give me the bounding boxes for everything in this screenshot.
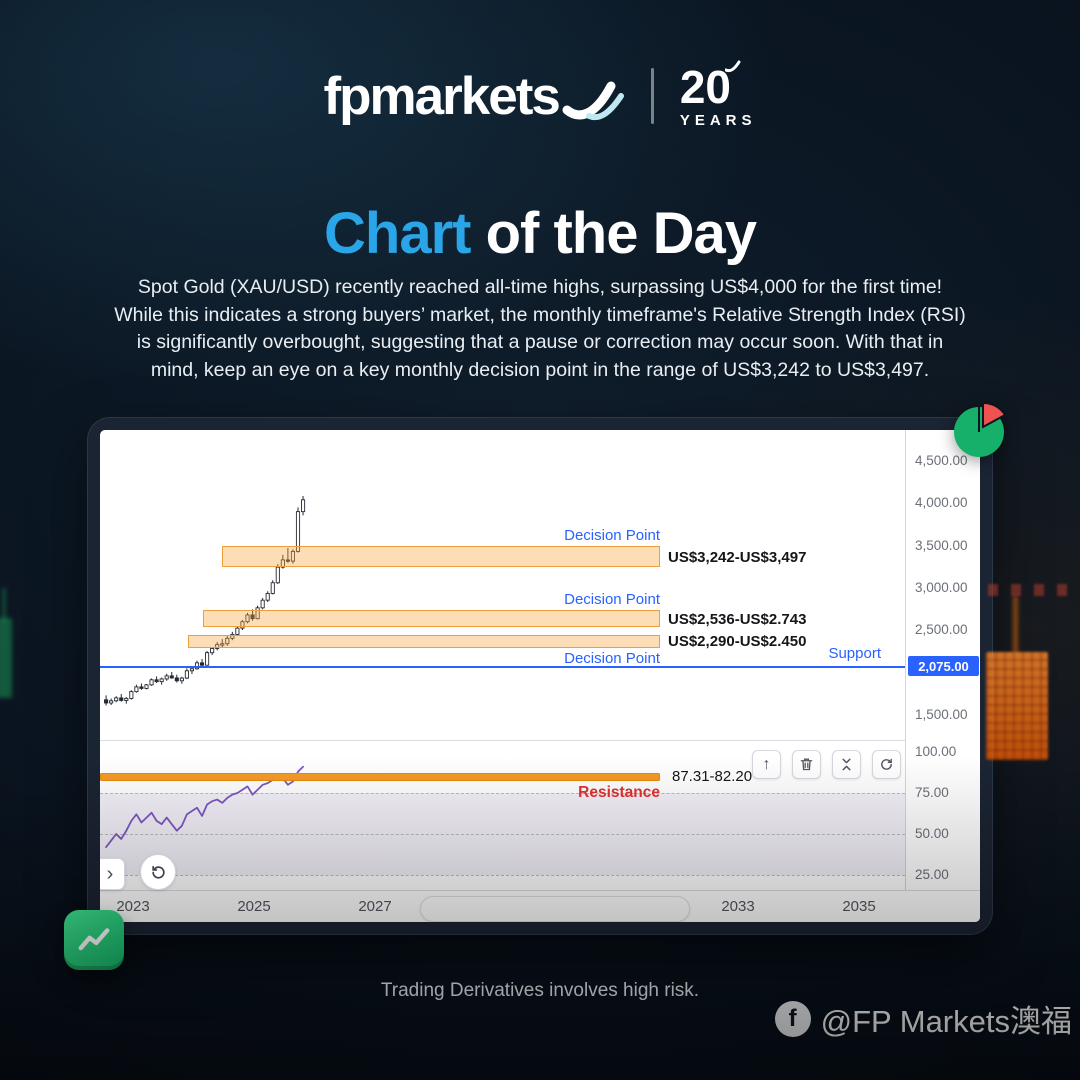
pane-divider-main bbox=[100, 740, 980, 741]
price-tick: 2,500.00 bbox=[915, 622, 968, 638]
price-tick: 4,500.00 bbox=[915, 453, 968, 468]
chart-area: Decision Point US$3,242-US$3,497 Decision … bbox=[100, 430, 980, 922]
page-title-rest: of the Day bbox=[470, 201, 757, 266]
collapse-arrows-icon bbox=[842, 758, 851, 771]
time-axis-scroll-pill[interactable] bbox=[420, 896, 690, 922]
decision-point-label: Decision Point bbox=[564, 650, 660, 668]
time-axis-year: 2035 bbox=[842, 898, 876, 915]
decision-point-label: Decision Point bbox=[564, 526, 660, 544]
chart-panel: Decision Point US$3,242-US$3,497 Decision … bbox=[88, 418, 992, 934]
time-axis-year: 2025 bbox=[237, 898, 271, 915]
arrow-up-icon: ↑ bbox=[762, 755, 771, 773]
rsi-tick: 75.00 bbox=[915, 785, 949, 800]
price-tick: 3,500.00 bbox=[915, 537, 968, 553]
facebook-icon: f bbox=[774, 1000, 811, 1037]
line-chart-app-icon bbox=[64, 910, 124, 970]
deco-orange-candle bbox=[986, 652, 1048, 760]
anniversary-number: 20 bbox=[680, 60, 741, 110]
anniversary-badge: 20 YEARS bbox=[679, 60, 757, 129]
brand-logo-text: fpmarkets bbox=[323, 66, 560, 126]
support-label: Support bbox=[828, 645, 881, 663]
trash-icon bbox=[800, 758, 813, 771]
deco-green-candle bbox=[0, 618, 12, 698]
page-title-highlight: Chart bbox=[324, 201, 471, 266]
decision-zone bbox=[222, 545, 660, 568]
time-axis-year: 2033 bbox=[721, 898, 755, 915]
social-handle: f @FP Markets澳福 bbox=[774, 996, 1072, 1041]
price-axis[interactable]: 2,075.00 4,500.00 4,000.00 3,500.00 3,000.0… bbox=[905, 430, 980, 922]
time-axis[interactable]: 2023 2025 2027 2033 2035 bbox=[100, 890, 980, 922]
scroll-right-button[interactable]: › bbox=[100, 858, 125, 890]
page-title: Chart of the Day bbox=[0, 200, 1080, 267]
intro-paragraph: Spot Gold (XAU/USD) recently reached all… bbox=[114, 276, 966, 381]
rsi-tick: 100.00 bbox=[915, 744, 957, 759]
anniversary-swoosh-icon bbox=[725, 60, 741, 73]
support-price-badge: 2,075.00 bbox=[908, 656, 979, 677]
chevron-right-icon: › bbox=[106, 862, 114, 885]
anniversary-label: YEARS bbox=[679, 112, 757, 129]
logo-divider bbox=[650, 68, 654, 124]
support-line bbox=[100, 666, 905, 669]
rsi-gridline bbox=[100, 834, 905, 835]
price-tick: 1,500.00 bbox=[915, 707, 968, 722]
rsi-gridline bbox=[100, 875, 905, 876]
resistance-label: Resistance bbox=[578, 784, 660, 802]
rsi-gridline bbox=[100, 793, 905, 794]
maximize-pane-button[interactable] bbox=[832, 750, 861, 779]
zone-range-label: US$2,536-US$2.743 bbox=[668, 610, 807, 628]
restore-pane-button[interactable] bbox=[872, 750, 901, 779]
zone-range-label: US$3,242-US$3,497 bbox=[668, 548, 807, 566]
deco-candle-wick bbox=[1013, 596, 1018, 654]
candlestick-series bbox=[104, 496, 306, 706]
zone-range-label: US$2,290-US$2.450 bbox=[668, 633, 807, 651]
restore-icon bbox=[881, 758, 892, 770]
price-tick: 3,000.00 bbox=[915, 580, 968, 595]
deco-red-dots bbox=[988, 584, 1067, 596]
resistance-band-range-label: 87.31-82.20 bbox=[672, 768, 753, 785]
time-axis-year: 2027 bbox=[358, 898, 392, 915]
rsi-tick: 25.00 bbox=[915, 867, 949, 882]
deco-left-wick bbox=[2, 588, 6, 622]
brand-swoosh-icon bbox=[562, 81, 624, 121]
reload-icon bbox=[151, 865, 165, 879]
risk-disclaimer: Trading Derivatives involves high risk. bbox=[380, 980, 700, 1001]
rsi-tick: 50.00 bbox=[915, 826, 949, 841]
reset-view-button[interactable] bbox=[140, 854, 176, 890]
decision-point-label: Decision Point bbox=[564, 590, 660, 608]
time-axis-year: 2023 bbox=[116, 898, 150, 915]
brand-header: fpmarkets 20 YEARS bbox=[0, 60, 1080, 129]
decision-zone bbox=[203, 609, 660, 628]
social-handle-text: @FP Markets澳福 bbox=[820, 1004, 1072, 1039]
decision-zone bbox=[188, 634, 660, 649]
pie-chart-icon bbox=[954, 401, 1007, 457]
pane-toolbar: ↑ bbox=[752, 750, 901, 779]
move-pane-up-button[interactable]: ↑ bbox=[752, 750, 781, 779]
zigzag-line-icon bbox=[78, 928, 110, 951]
delete-pane-button[interactable] bbox=[792, 750, 821, 779]
resistance-band bbox=[100, 772, 660, 782]
price-tick: 4,000.00 bbox=[915, 495, 968, 511]
